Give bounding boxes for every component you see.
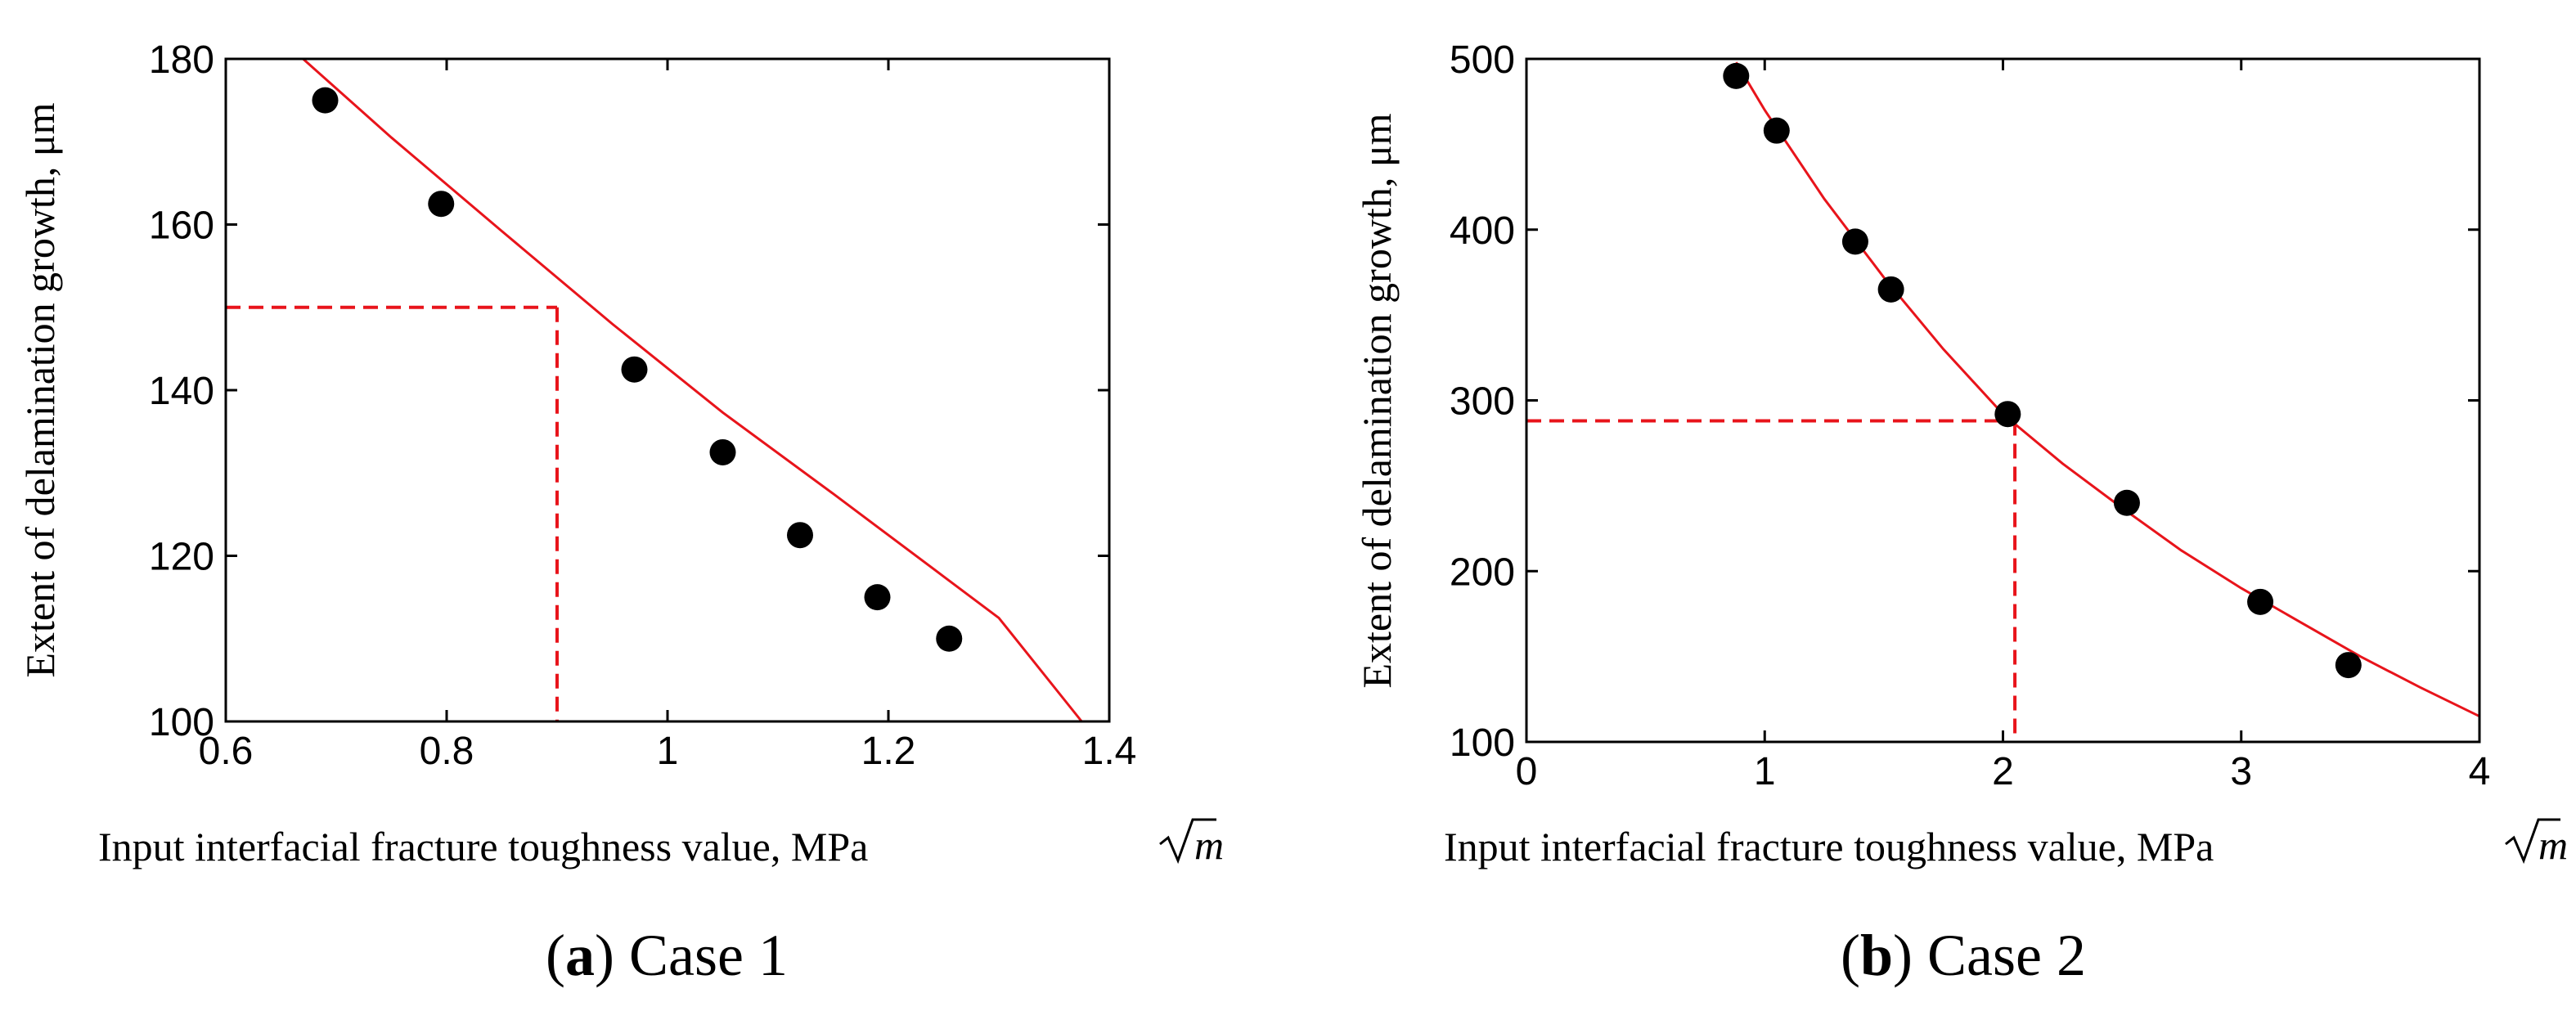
x-tick-label: 1.2 [861, 730, 916, 773]
data-point [787, 522, 813, 549]
data-point [2335, 652, 2362, 679]
y-tick-label: 160 [149, 204, 214, 248]
plot-area [1526, 61, 2480, 742]
caption-b: (b) Case 2 [1841, 923, 2086, 988]
fit-curve [1735, 61, 2480, 718]
data-point [1841, 228, 1868, 255]
sqrt-symbol: m [2505, 818, 2568, 868]
plot-area [226, 57, 1083, 722]
chart-panel-b: Extent of delamination growth, μm Input … [1354, 38, 2568, 988]
sqrt-symbol: m [1159, 818, 1224, 868]
x-axis-title: Input interfacial fracture toughness val… [1444, 824, 2214, 869]
x-tick-label: 0.6 [199, 730, 254, 773]
y-tick-label: 180 [149, 38, 214, 82]
y-tick-label: 140 [149, 370, 214, 413]
x-tick-label: 3 [2230, 750, 2252, 793]
data-point [864, 584, 891, 611]
data-point [428, 191, 455, 218]
plot-frame [1525, 57, 2481, 744]
y-tick-label: 100 [1450, 721, 1515, 765]
x-tick-label: 0.8 [420, 730, 474, 773]
data-point [2113, 489, 2140, 516]
y-tick-label: 300 [1450, 380, 1515, 424]
x-tick-label: 1 [657, 730, 679, 773]
x-tick-label: 0 [1516, 750, 1538, 793]
sqrt-radicand: m [2538, 822, 2568, 868]
data-point [312, 87, 339, 114]
chart-panel-a: Extent of delamination growth, μm Input … [17, 38, 1224, 988]
x-tick-label: 2 [1992, 750, 2014, 793]
plot-frame [224, 57, 1111, 723]
y-tick-label: 500 [1450, 38, 1515, 82]
data-point [2247, 588, 2274, 615]
fit-curve [302, 57, 1083, 722]
y-axis-title: Extent of delamination growth, μm [17, 102, 63, 677]
data-point [709, 438, 736, 465]
caption-a: (a) Case 1 [546, 923, 788, 988]
data-point [1877, 276, 1904, 303]
x-axis-title: Input interfacial fracture toughness val… [98, 824, 868, 869]
data-point [1994, 401, 2021, 428]
data-point [1763, 117, 1790, 144]
sqrt-radicand: m [1194, 822, 1224, 868]
x-tick-label: 1.4 [1082, 730, 1137, 773]
y-axis-title: Extent of delamination growth, μm [1354, 113, 1400, 688]
y-tick-label: 100 [149, 701, 214, 744]
y-tick-label: 120 [149, 536, 214, 579]
y-tick-label: 200 [1450, 550, 1515, 594]
data-point [1723, 62, 1750, 89]
y-tick-label: 400 [1450, 209, 1515, 253]
data-point [621, 356, 648, 383]
x-tick-label: 4 [2469, 750, 2491, 793]
x-tick-label: 1 [1754, 750, 1776, 793]
data-point [936, 625, 963, 652]
